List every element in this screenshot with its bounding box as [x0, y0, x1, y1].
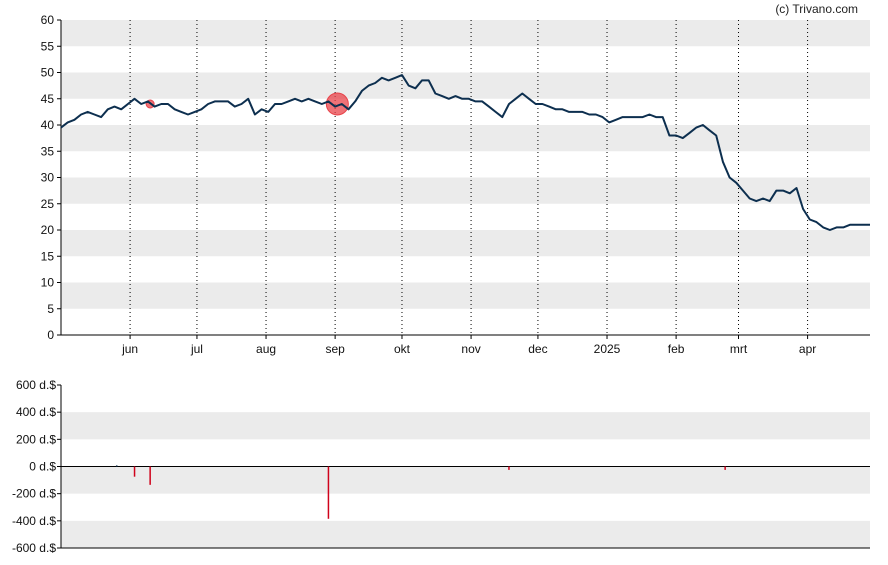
price-y-tick-label: 55 — [41, 39, 55, 53]
price-y-tick-label: 40 — [41, 118, 55, 132]
price-band — [61, 125, 870, 152]
tx-y-tick-label: -600 d.$ — [12, 541, 56, 555]
price-band — [61, 72, 870, 99]
tx-bar — [724, 466, 726, 470]
price-x-tick-label: 2025 — [594, 342, 621, 356]
tx-band — [61, 466, 870, 494]
trade-bubble — [325, 92, 349, 116]
price-line — [60, 74, 870, 231]
credit-text: (c) Trivano.com — [775, 2, 858, 16]
price-x-tick-label: jul — [190, 342, 203, 356]
price-y-tick-label: 20 — [41, 223, 55, 237]
tx-bar — [327, 466, 330, 519]
tx-y-tick-label: -400 d.$ — [12, 514, 56, 528]
price-x-tick-label: dec — [528, 342, 547, 356]
tx-y-tick-label: 0 d.$ — [29, 460, 56, 474]
price-band — [61, 20, 870, 47]
price-y-tick-label: 25 — [41, 197, 55, 211]
price-band — [61, 282, 870, 309]
tx-bar — [149, 466, 151, 485]
price-x-tick-label: mrt — [730, 342, 748, 356]
price-x-tick-label: feb — [668, 342, 685, 356]
price-y-tick-label: 50 — [41, 66, 55, 80]
price-x-tick-label: nov — [461, 342, 480, 356]
price-band — [61, 177, 870, 204]
price-y-tick-label: 35 — [41, 144, 55, 158]
price-y-tick-label: 0 — [47, 328, 54, 342]
price-x-tick-label: jun — [121, 342, 138, 356]
price-x-tick-label: apr — [799, 342, 816, 356]
tx-y-tick-label: 400 d.$ — [16, 405, 56, 419]
price-x-tick-label: okt — [394, 342, 411, 356]
price-y-tick-label: 5 — [47, 302, 54, 316]
price-band — [61, 230, 870, 257]
tx-bar — [115, 465, 118, 467]
price-y-tick-label: 30 — [41, 171, 55, 185]
price-y-tick-label: 45 — [41, 92, 55, 106]
price-y-tick-label: 15 — [41, 249, 55, 263]
transactions-chart: 600 d.$ 400 d.$ 200 d.$ 0 d.$ -200 d.$ -400 d… — [12, 378, 870, 555]
tx-band — [61, 412, 870, 440]
tx-y-tick-label: 200 d.$ — [16, 432, 56, 446]
tx-bar — [508, 466, 510, 470]
tx-bar — [133, 466, 136, 477]
tx-y-tick-label: 600 d.$ — [16, 378, 56, 392]
tx-y-tick-label: -200 d.$ — [12, 487, 56, 501]
price-x-tick-label: aug — [256, 342, 276, 356]
price-x-tick-label: sep — [325, 342, 345, 356]
price-y-tick-label: 60 — [41, 13, 55, 27]
tx-band — [61, 520, 870, 548]
price-y-tick-label: 10 — [41, 276, 55, 290]
